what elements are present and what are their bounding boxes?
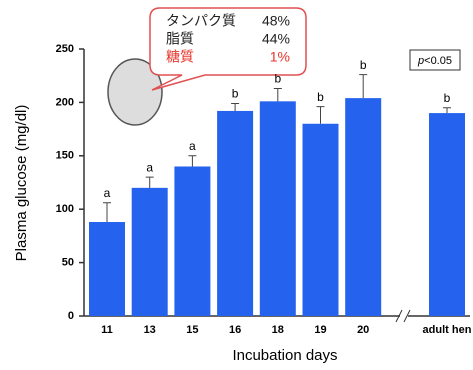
significance-letter: a [146, 160, 153, 174]
x-axis-label: Incubation days [232, 347, 337, 364]
x-tick-label: adult hen [423, 324, 472, 336]
x-tick-label: 16 [229, 324, 241, 336]
x-tick-label: 11 [101, 324, 113, 336]
significance-letter: a [104, 186, 111, 200]
bar [429, 113, 465, 316]
x-tick-label: 19 [314, 324, 326, 336]
x-tick-label: 18 [272, 324, 284, 336]
callout-value: 44% [262, 31, 290, 47]
callout-value: 1% [270, 49, 290, 65]
p-italic: p [417, 55, 424, 67]
y-tick-label: 50 [62, 257, 74, 269]
y-tick-label: 150 [56, 150, 74, 162]
error-bar [317, 107, 325, 124]
x-tick-label: 15 [186, 324, 198, 336]
callout-label: 脂質 [166, 31, 194, 47]
bar [217, 111, 253, 316]
error-bar [146, 177, 154, 188]
bar [303, 124, 339, 316]
error-bar [274, 89, 282, 102]
significance-letter: b [232, 87, 239, 101]
bar [174, 166, 210, 316]
bar [260, 101, 296, 316]
bar [132, 188, 168, 316]
p-rest: <0.05 [424, 55, 452, 67]
y-tick-label: 250 [56, 43, 74, 55]
significance-letter: b [444, 91, 451, 105]
callout-label: 糖質 [166, 49, 194, 65]
error-bar [103, 203, 111, 222]
y-tick-label: 200 [56, 96, 74, 108]
significance-letter: b [274, 72, 281, 86]
significance-letter: a [189, 139, 196, 153]
error-bar [188, 156, 196, 167]
p-note: p<0.05 [417, 55, 452, 67]
y-tick-label: 0 [68, 310, 74, 322]
significance-letter: b [360, 58, 367, 72]
x-tick-label: 20 [357, 324, 369, 336]
error-bar [359, 75, 367, 98]
error-bar [443, 108, 451, 113]
callout-value: 48% [262, 13, 290, 29]
y-axis-label: Plasma glucose (mg/dl) [13, 105, 30, 262]
chart: Plasma glucose (mg/dl) Incubation days タ… [0, 0, 473, 370]
significance-letter: b [317, 90, 324, 104]
y-tick-label: 100 [56, 203, 74, 215]
error-bar [231, 103, 239, 110]
x-tick-label: 13 [144, 324, 156, 336]
callout-label: タンパク質 [166, 13, 236, 29]
bar [345, 98, 381, 316]
bar [89, 222, 125, 316]
